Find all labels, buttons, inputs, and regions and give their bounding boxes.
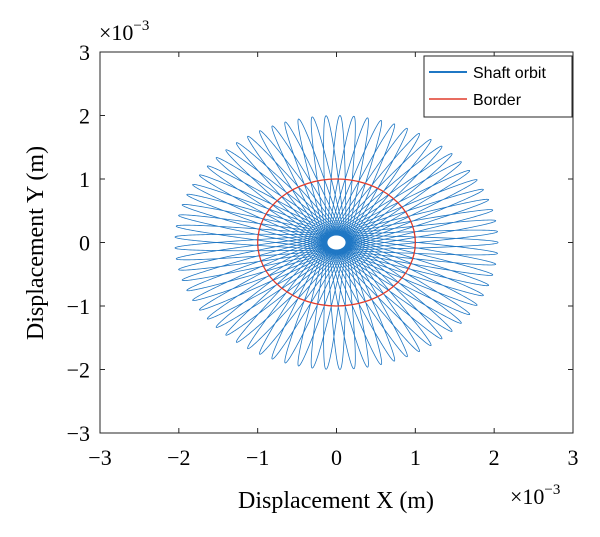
y-tick-label: −1 [67,294,90,319]
border-circle [257,178,416,307]
border-series [257,178,416,307]
y-axis-label: Displacement Y (m) [23,146,49,340]
shaft-orbit-line [174,115,499,370]
y-tick-label: −3 [67,421,90,446]
y-tick-label: 0 [79,231,90,256]
legend-box [423,55,573,118]
x-tick-label: 0 [331,445,342,470]
x-tick-label: 2 [489,445,500,470]
x-axis-label: Displacement X (m) [238,488,434,514]
x-exponent-label: ×10−3 [510,482,560,509]
y-tick-label: 1 [79,167,90,192]
y-tick-label: −2 [67,358,90,383]
x-tick-label: −1 [246,445,269,470]
legend-label-shaft-orbit: Shaft orbit [473,65,546,82]
x-tick-label: 3 [568,445,579,470]
legend: Shaft orbit Border [423,55,573,118]
legend-label-border: Border [473,92,522,109]
y-tick-label: 2 [79,104,90,129]
y-exponent-label: ×10−3 [99,18,149,45]
axis-ticks: −3 −2 −1 0 1 2 3 −3 −2 −1 0 1 2 3 [67,40,579,470]
x-tick-label: −2 [167,445,190,470]
shaft-orbit-series [174,115,499,370]
x-tick-label: 1 [410,445,421,470]
x-tick-label: −3 [88,445,111,470]
y-tick-label: 3 [79,40,90,65]
